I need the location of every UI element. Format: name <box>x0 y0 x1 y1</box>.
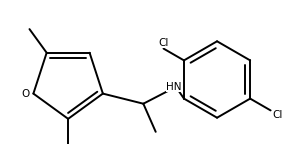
Text: O: O <box>21 89 30 99</box>
Text: Cl: Cl <box>158 38 169 48</box>
Text: HN: HN <box>166 82 182 92</box>
Text: Cl: Cl <box>272 110 283 120</box>
